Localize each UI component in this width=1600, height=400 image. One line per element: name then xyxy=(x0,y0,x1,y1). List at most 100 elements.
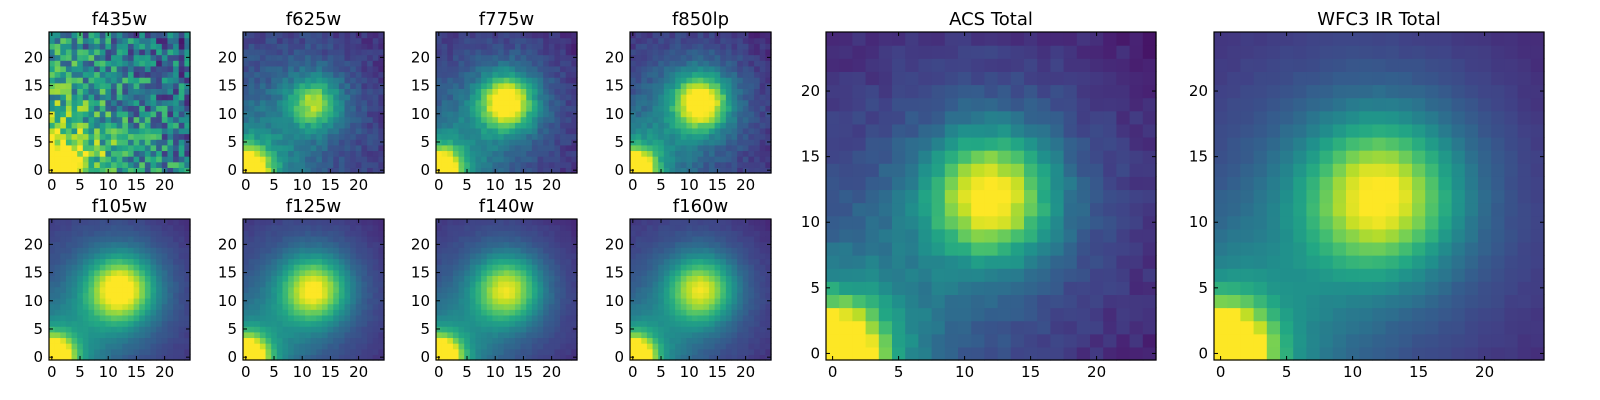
heatmap-cell xyxy=(754,122,761,129)
heatmap-cell xyxy=(663,82,671,89)
heatmap-cell xyxy=(54,320,61,327)
heatmap-cell xyxy=(327,156,334,163)
heatmap-cell xyxy=(127,150,135,157)
heatmap-cell xyxy=(372,94,379,101)
heatmap-cell xyxy=(116,110,123,118)
heatmap-cell xyxy=(531,348,539,355)
heatmap-cell xyxy=(82,337,90,344)
heatmap-cell xyxy=(259,264,267,271)
heatmap-cell xyxy=(663,127,671,135)
heatmap-cell xyxy=(265,167,272,174)
heatmap-cell xyxy=(310,116,317,123)
heatmap-cell xyxy=(537,94,544,101)
heatmap-cell xyxy=(94,88,101,95)
heatmap-cell xyxy=(630,337,637,344)
heatmap-cell xyxy=(350,77,357,84)
heatmap-cell xyxy=(276,133,284,140)
heatmap-cell xyxy=(697,54,704,61)
heatmap-cell xyxy=(71,343,78,350)
heatmap-cell xyxy=(60,150,67,157)
heatmap-cell xyxy=(692,82,699,89)
heatmap-cell xyxy=(105,156,112,163)
heatmap-cell xyxy=(282,144,289,152)
heatmap-cell xyxy=(265,258,272,265)
heatmap-cell xyxy=(282,133,289,140)
heatmap-cell xyxy=(441,99,448,106)
heatmap-cell xyxy=(105,127,112,135)
heatmap-cell xyxy=(646,326,654,333)
heatmap-cell xyxy=(509,54,516,61)
heatmap-cell xyxy=(560,43,567,50)
heatmap-cell xyxy=(458,88,465,95)
heatmap-cell xyxy=(54,258,61,265)
heatmap-cell xyxy=(77,269,84,276)
heatmap-cell xyxy=(288,264,295,271)
heatmap-cell xyxy=(116,269,123,276)
heatmap-cell xyxy=(475,150,482,157)
heatmap-cell xyxy=(641,77,648,84)
heatmap-cell xyxy=(71,110,78,118)
heatmap-cell xyxy=(565,224,572,231)
heatmap-cell xyxy=(641,116,648,123)
heatmap-cell xyxy=(731,314,738,322)
heatmap-cell xyxy=(481,337,488,344)
heatmap-cell xyxy=(310,275,317,282)
heatmap-cell xyxy=(697,326,704,333)
heatmap-cell xyxy=(271,144,278,152)
heatmap-cell xyxy=(720,37,727,44)
heatmap-cell xyxy=(105,320,112,327)
heatmap-cell xyxy=(65,320,73,327)
heatmap-cell xyxy=(537,133,544,140)
heatmap-cell xyxy=(464,252,471,260)
heatmap-cell xyxy=(94,99,101,106)
heatmap-cell xyxy=(282,297,289,305)
heatmap-cell xyxy=(554,241,561,248)
heatmap-cell xyxy=(481,99,488,106)
heatmap-cell xyxy=(548,331,556,339)
heatmap-cell xyxy=(543,354,550,361)
heatmap-cell xyxy=(276,65,284,73)
heatmap-cell xyxy=(282,156,289,163)
heatmap-cell xyxy=(254,122,261,129)
heatmap-cell xyxy=(99,65,106,73)
heatmap-cell xyxy=(554,354,561,361)
heatmap-cell xyxy=(481,127,488,135)
heatmap-cell xyxy=(708,48,716,56)
heatmap-cell xyxy=(259,37,267,44)
heatmap-cell xyxy=(469,314,477,322)
heatmap-cell xyxy=(630,161,637,168)
heatmap-cell xyxy=(299,320,306,327)
heatmap-cell xyxy=(703,292,710,299)
heatmap-cell xyxy=(88,127,95,135)
heatmap-cell xyxy=(361,258,368,265)
heatmap-cell xyxy=(139,32,146,39)
heatmap-cell xyxy=(321,167,329,174)
heatmap-cell xyxy=(520,241,527,248)
heatmap-cell xyxy=(469,48,477,56)
heatmap-cell xyxy=(686,343,693,350)
heatmap-cell xyxy=(464,337,471,344)
heatmap-cell xyxy=(54,48,61,56)
heatmap-cell xyxy=(282,348,289,355)
heatmap-cell xyxy=(548,269,556,276)
heatmap-cell xyxy=(310,144,317,152)
heatmap-cell xyxy=(759,77,766,84)
heatmap-cell xyxy=(754,65,761,73)
heatmap-cell xyxy=(271,343,278,350)
heatmap-cell xyxy=(355,303,363,310)
heatmap-cell xyxy=(254,32,261,39)
heatmap-cell xyxy=(355,281,363,288)
axes-frame-f850lp xyxy=(629,31,772,174)
heatmap-cell xyxy=(150,54,157,61)
heatmap-cell xyxy=(111,314,118,322)
heatmap-cell xyxy=(161,241,169,248)
heatmap-cell xyxy=(503,144,510,152)
heatmap-cell xyxy=(333,105,340,112)
heatmap-cell xyxy=(49,235,56,243)
heatmap-cell xyxy=(514,43,522,50)
heatmap-cell xyxy=(282,320,289,327)
heatmap-cell xyxy=(703,303,710,310)
x-tick-label: 10 xyxy=(486,363,505,381)
heatmap-cell xyxy=(60,331,67,339)
heatmap-cell xyxy=(531,48,539,56)
